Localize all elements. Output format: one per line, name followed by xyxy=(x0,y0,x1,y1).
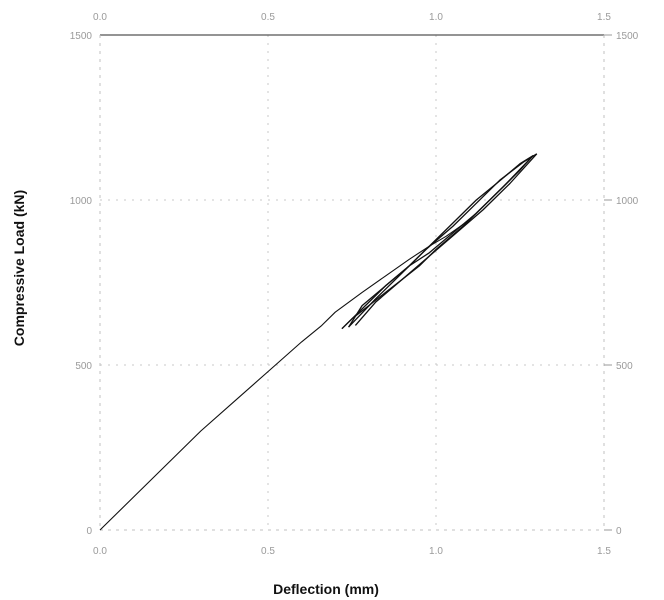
x-tick-label-top: 1.0 xyxy=(429,12,443,23)
y-tick-label-right: 0 xyxy=(616,526,622,537)
tick-labels: 0.0 0.0 0.5 0.5 1.0 1.0 1.5 1.5 0 500 1000 1500 0 500… xyxy=(70,12,639,557)
x-tick-label-top: 0.5 xyxy=(261,12,275,23)
x-tick-label-top: 0.0 xyxy=(93,12,107,23)
series-line-3 xyxy=(341,154,534,330)
x-tick-label-top: 1.5 xyxy=(597,12,611,23)
x-tick-label-bottom: 0.0 xyxy=(93,546,107,557)
y-tick-label-left: 1000 xyxy=(70,196,93,207)
y-tick-label-right: 1000 xyxy=(616,196,639,207)
x-axis-label: Deflection (mm) xyxy=(273,581,379,597)
series-line-4 xyxy=(348,154,534,328)
y-tick-label-right: 1500 xyxy=(616,31,639,42)
y-axis-label: Compressive Load (kN) xyxy=(11,190,27,346)
y-tick-label-left: 500 xyxy=(75,361,92,372)
plot-frame xyxy=(99,34,605,531)
x-tick-label-bottom: 1.5 xyxy=(597,546,611,557)
y-tick-label-left: 0 xyxy=(86,526,92,537)
series-line-6 xyxy=(354,153,538,326)
y-tick-label-right: 500 xyxy=(616,361,633,372)
x-tick-label-bottom: 0.5 xyxy=(261,546,275,557)
y-tick-label-left: 1500 xyxy=(70,31,93,42)
series-group xyxy=(99,153,538,531)
x-tick-label-bottom: 1.0 xyxy=(429,546,443,557)
series-line-5 xyxy=(348,153,538,328)
